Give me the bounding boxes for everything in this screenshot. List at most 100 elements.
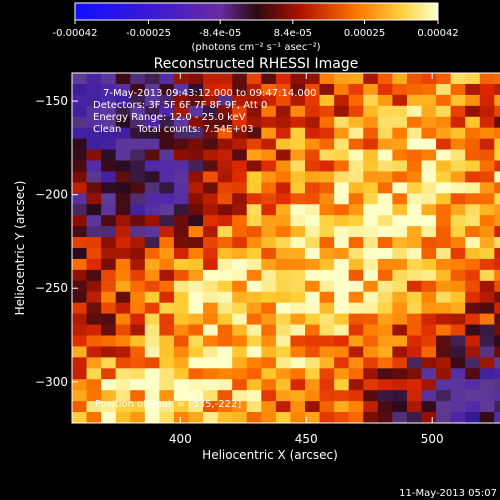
heatmap-cell <box>363 226 379 238</box>
heatmap-cell <box>392 401 408 413</box>
heatmap-cell <box>72 280 88 293</box>
heatmap-cell <box>232 269 248 282</box>
heatmap-cell <box>406 215 423 227</box>
heatmap-cell <box>115 94 131 107</box>
heatmap-cell <box>406 226 423 238</box>
heatmap-cell <box>290 324 306 337</box>
heatmap-cell <box>173 226 190 238</box>
heatmap-cell <box>188 401 204 413</box>
heatmap-cell <box>319 193 335 205</box>
heatmap-cell <box>275 324 292 337</box>
heatmap-cell <box>275 182 292 194</box>
heatmap-cell <box>261 204 277 216</box>
heatmap-cell <box>363 193 379 205</box>
heatmap-cell <box>203 412 219 423</box>
heatmap-cell <box>348 215 364 227</box>
heatmap-cell <box>232 138 248 151</box>
heatmap-cell <box>217 83 233 96</box>
heatmap-cell <box>290 182 306 194</box>
heatmap-cell <box>188 83 204 96</box>
heatmap-cell <box>494 127 500 140</box>
heatmap-cell <box>363 149 379 162</box>
heatmap-cell <box>377 193 393 205</box>
heatmap-cell <box>450 127 466 140</box>
heatmap-cell <box>421 160 437 173</box>
heatmap-cell <box>86 401 102 413</box>
heatmap-cell <box>173 94 190 107</box>
heatmap-cell <box>334 94 350 107</box>
heatmap-cell <box>363 258 379 271</box>
heatmap-cell <box>392 73 408 85</box>
heatmap-cell <box>159 324 175 337</box>
heatmap-cell <box>290 83 306 96</box>
heatmap-cell <box>421 313 437 326</box>
heatmap-cell <box>86 149 102 162</box>
heatmap-cell <box>436 193 452 205</box>
heatmap-cell <box>72 248 88 260</box>
heatmap-cell <box>377 302 393 315</box>
heatmap-cell <box>377 401 393 413</box>
heatmap-cell <box>86 412 102 423</box>
heatmap-cell <box>290 149 306 162</box>
heatmap-cell <box>290 204 306 216</box>
heatmap-cell <box>348 258 364 271</box>
colorbar-tick-label: -8.4e-05 <box>199 28 241 39</box>
heatmap-cell <box>319 73 335 85</box>
heatmap-cell <box>115 193 131 205</box>
heatmap-cell <box>319 171 335 183</box>
heatmap-cell <box>203 94 219 107</box>
heatmap-cell <box>130 204 146 216</box>
heatmap-cell <box>217 379 233 391</box>
heatmap-cell <box>159 116 175 129</box>
heatmap-cell <box>377 204 393 216</box>
heatmap-cell <box>261 116 277 129</box>
heatmap-cell <box>188 280 204 293</box>
heatmap-cell <box>290 280 306 293</box>
heatmap-cell <box>363 412 379 423</box>
heatmap-cell <box>392 313 408 326</box>
heatmap-cell <box>261 368 277 380</box>
heatmap-cell <box>115 171 131 183</box>
heatmap-cell <box>377 346 393 358</box>
heatmap-cell <box>377 390 393 402</box>
heatmap-cell <box>188 204 204 216</box>
heatmap-cell <box>217 94 233 107</box>
y-tick-label: −300 <box>35 375 68 389</box>
heatmap-cell <box>275 149 292 162</box>
heatmap-cell <box>348 204 364 216</box>
heatmap-cell <box>188 346 204 358</box>
heatmap-cell <box>377 324 393 337</box>
heatmap-cell <box>188 258 204 271</box>
heatmap-cell <box>159 73 175 85</box>
heatmap-cell <box>465 346 481 358</box>
heatmap-cell <box>86 291 102 304</box>
heatmap-cell <box>436 94 452 107</box>
heatmap-cell <box>144 127 160 140</box>
heatmap-cell <box>421 149 437 162</box>
heatmap-cell <box>363 324 379 337</box>
heatmap-cell <box>363 204 379 216</box>
heatmap-cell <box>392 204 408 216</box>
heatmap-cell <box>319 313 335 326</box>
heatmap-cell <box>348 313 364 326</box>
heatmap-cell <box>101 248 117 260</box>
heatmap-cell <box>494 248 500 260</box>
heatmap-cell <box>232 83 248 96</box>
heatmap-cell <box>261 313 277 326</box>
heatmap-cell <box>130 237 146 249</box>
heatmap-cell <box>159 313 175 326</box>
heatmap-cell <box>101 291 117 304</box>
heatmap-cell <box>334 335 350 348</box>
heatmap-cell <box>334 258 350 271</box>
heatmap-cell <box>319 291 335 304</box>
heatmap-cell <box>144 226 160 238</box>
heatmap-cell <box>334 280 350 293</box>
heatmap-cell <box>450 83 466 96</box>
heatmap-cell <box>101 160 117 173</box>
heatmap-cell <box>188 412 204 423</box>
heatmap-cell <box>479 226 495 238</box>
heatmap-cell <box>72 346 88 358</box>
heatmap-cell <box>72 204 88 216</box>
heatmap-cell <box>363 248 379 260</box>
heatmap-cells <box>72 73 500 423</box>
